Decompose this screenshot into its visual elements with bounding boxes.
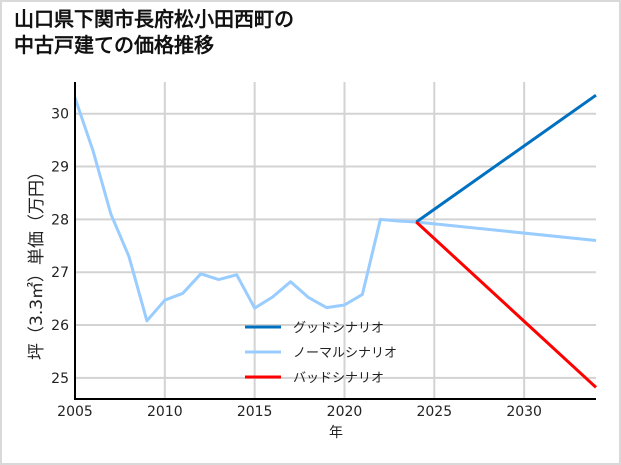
x-tick-label: 2020 <box>327 404 363 420</box>
x-tick-label: 2005 <box>57 404 93 420</box>
series-line <box>415 220 598 389</box>
series-line <box>73 97 597 323</box>
chart-title: 山口県下関市長府松小田西町の 中古戸建ての価格推移 <box>14 6 294 58</box>
y-tick-label: 29 <box>51 160 69 176</box>
x-tick-label: 2025 <box>416 404 452 420</box>
legend-label: バッドシナリオ <box>293 371 384 386</box>
y-tick-label: 30 <box>51 107 69 123</box>
x-tick-label: 2015 <box>237 404 273 420</box>
y-axis-label: 坪（3.3㎡）単価（万円） <box>27 162 47 360</box>
chart-title-line-1: 山口県下関市長府松小田西町の <box>14 7 294 31</box>
x-tick-label: 2030 <box>506 404 542 420</box>
legend-label: グッドシナリオ <box>293 321 384 336</box>
series-line <box>415 93 597 224</box>
chart-title-line-2: 中古戸建ての価格推移 <box>14 33 214 57</box>
y-tick-label: 27 <box>51 265 69 281</box>
y-tick-label: 28 <box>51 212 69 228</box>
x-tick-label: 2010 <box>147 404 183 420</box>
x-axis-label: 年 <box>329 425 343 441</box>
legend-label: ノーマルシナリオ <box>293 346 397 361</box>
y-tick-label: 25 <box>51 371 69 387</box>
y-tick-label: 26 <box>51 318 69 334</box>
